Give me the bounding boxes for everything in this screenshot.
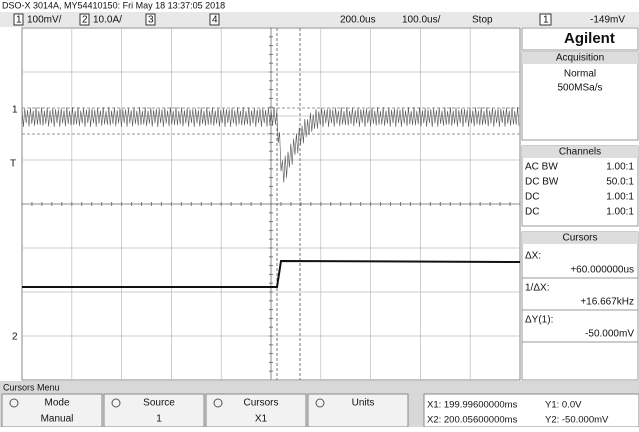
softkey-icon xyxy=(9,398,19,408)
grid xyxy=(21,27,521,380)
brand-box xyxy=(521,27,639,51)
softkeys: Mode Manual Source 1 Cursors X1 Units X1: 199.9… xyxy=(1,393,639,428)
ch2-trace xyxy=(22,259,521,288)
softkey-icon xyxy=(111,398,121,408)
trig-level: -149mV xyxy=(590,15,625,26)
ch3: 3 xyxy=(148,15,154,26)
softkey-icon xyxy=(315,398,325,408)
ch2-marker: 2 xyxy=(12,332,18,343)
chan-label: DC xyxy=(525,207,539,218)
chan-box xyxy=(521,145,639,227)
softkey-value: 1 xyxy=(156,414,162,425)
cur-label: ΔX: xyxy=(525,251,541,262)
traces xyxy=(21,106,521,288)
softkey[interactable] xyxy=(103,393,205,428)
chan-value: 1.00:1 xyxy=(606,162,634,173)
chan-value: 1.00:1 xyxy=(606,192,634,203)
ch-box xyxy=(209,13,220,26)
cur-title-bg xyxy=(522,232,638,244)
header-title: DSO-X 3014A, MY54410150: Fri May 18 13:3… xyxy=(2,0,225,10)
softkey-icon xyxy=(213,398,223,408)
cur-title: Cursors xyxy=(562,233,597,244)
cur-value: +60.000000us xyxy=(570,265,634,276)
chan-label: DC BW xyxy=(525,177,559,188)
timebase: 100.0us/ xyxy=(402,15,441,26)
ch-box xyxy=(13,13,24,26)
readout: Y1: 0.0V xyxy=(545,400,582,411)
acq-title: Acquisition xyxy=(556,53,604,64)
chan-label: AC BW xyxy=(525,162,558,173)
delay: 200.0us xyxy=(340,15,376,26)
softkey-value: X1 xyxy=(255,414,268,425)
ch1-scale: 100mV/ xyxy=(27,15,62,26)
softkey[interactable] xyxy=(205,393,307,428)
cur-value: +16.667kHz xyxy=(580,297,634,308)
softkey-label: Mode xyxy=(44,398,69,409)
run-state: Stop xyxy=(472,15,493,26)
acq-mode: Normal xyxy=(564,69,596,80)
softkey[interactable] xyxy=(1,393,103,428)
softkey-label: Cursors xyxy=(243,398,278,409)
softkey-value: Manual xyxy=(41,414,74,425)
readout: X2: 200.05600000ms xyxy=(427,415,518,426)
chan-title-bg xyxy=(522,146,638,158)
acq-title-bg xyxy=(522,52,638,64)
chan-value: 1.00:1 xyxy=(606,207,634,218)
brand: Agilent xyxy=(564,30,615,47)
ch-box xyxy=(145,13,156,26)
trig-source: 1 xyxy=(543,15,549,26)
ch-box xyxy=(79,13,90,26)
cur-label: ΔY(1): xyxy=(525,315,553,326)
trigger-marker: T xyxy=(10,159,16,170)
chan-label: DC xyxy=(525,192,539,203)
ch2-scale: 10.0A/ xyxy=(93,15,122,26)
side-panel: Agilent Acquisition Normal 500MSa/s Chan… xyxy=(521,27,639,381)
cur-rows: ΔX: +60.000000us 1/ΔX: +16.667kHz ΔY(1): -50.… xyxy=(522,251,638,343)
cur-box xyxy=(521,231,639,381)
ch1-marker: 1 xyxy=(12,105,18,116)
softkey-label: Units xyxy=(352,398,375,409)
chan-rows: AC BW 1.00:1 DC BW 50.0:1 DC 1.00:1 DC 1.00:1 xyxy=(525,162,634,218)
acq-box xyxy=(521,51,639,141)
status-items: 1 100mV/ 2 10.0A/ 3 4 200.0us 100.0us/ S… xyxy=(13,13,625,26)
readout: X1: 199.99600000ms xyxy=(427,400,518,411)
softkey[interactable] xyxy=(307,393,409,428)
cur-label: 1/ΔX: xyxy=(525,283,549,294)
ch1: 1 xyxy=(16,15,22,26)
ch2: 2 xyxy=(82,15,88,26)
readout: Y2: -50.000mV xyxy=(545,415,609,426)
cur-value: -50.000mV xyxy=(585,329,634,340)
ch4: 4 xyxy=(212,15,218,26)
readout-box xyxy=(423,393,639,428)
status-bar xyxy=(0,12,520,27)
ch1-trace xyxy=(21,106,520,183)
menu-title: Cursors Menu xyxy=(3,382,60,392)
chan-title: Channels xyxy=(559,147,601,158)
acq-rate: 500MSa/s xyxy=(557,83,602,94)
chan-value: 50.0:1 xyxy=(606,177,634,188)
ch-box xyxy=(539,13,552,26)
softkey-label: Source xyxy=(143,398,175,409)
